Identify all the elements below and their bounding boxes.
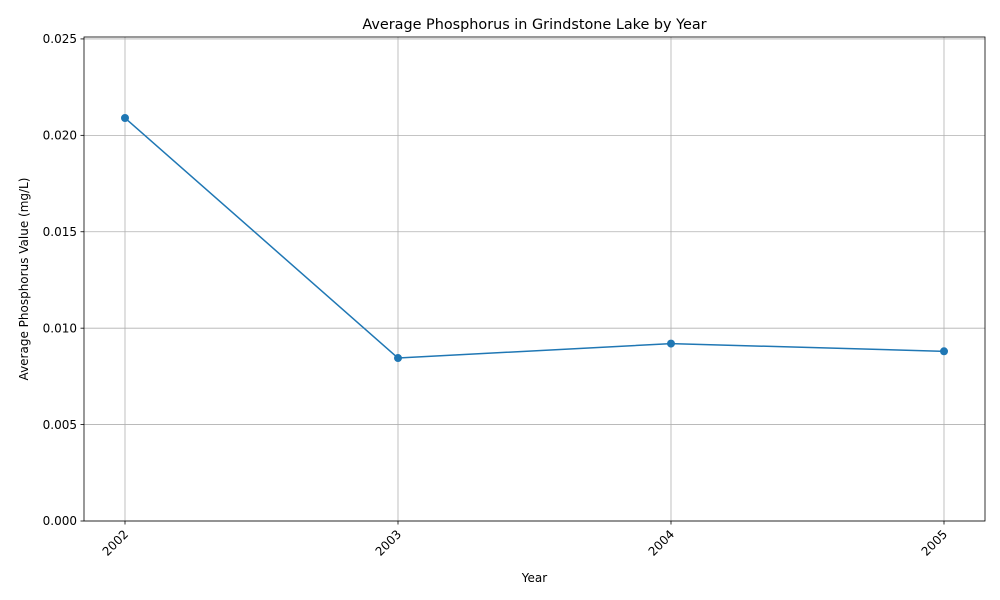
x-axis-title: Year bbox=[521, 571, 547, 585]
y-tick-label: 0.005 bbox=[43, 418, 77, 432]
data-series bbox=[121, 113, 948, 363]
data-point bbox=[121, 113, 129, 122]
y-axis-title: Average Phosphorus Value (mg/L) bbox=[17, 178, 31, 381]
data-point bbox=[667, 339, 675, 348]
y-tick-label: 0.020 bbox=[43, 129, 77, 143]
y-tick-label: 0.015 bbox=[43, 225, 77, 239]
y-tick-label: 0.010 bbox=[43, 321, 77, 335]
data-point bbox=[940, 347, 948, 356]
chart-title: Average Phosphorus in Grindstone Lake by… bbox=[362, 17, 706, 33]
data-point bbox=[394, 354, 402, 363]
series-line-0 bbox=[123, 116, 945, 359]
y-tick-label: 0.000 bbox=[43, 514, 77, 528]
plot-area-frame bbox=[83, 36, 986, 522]
y-tick-label: 0.025 bbox=[43, 32, 77, 46]
